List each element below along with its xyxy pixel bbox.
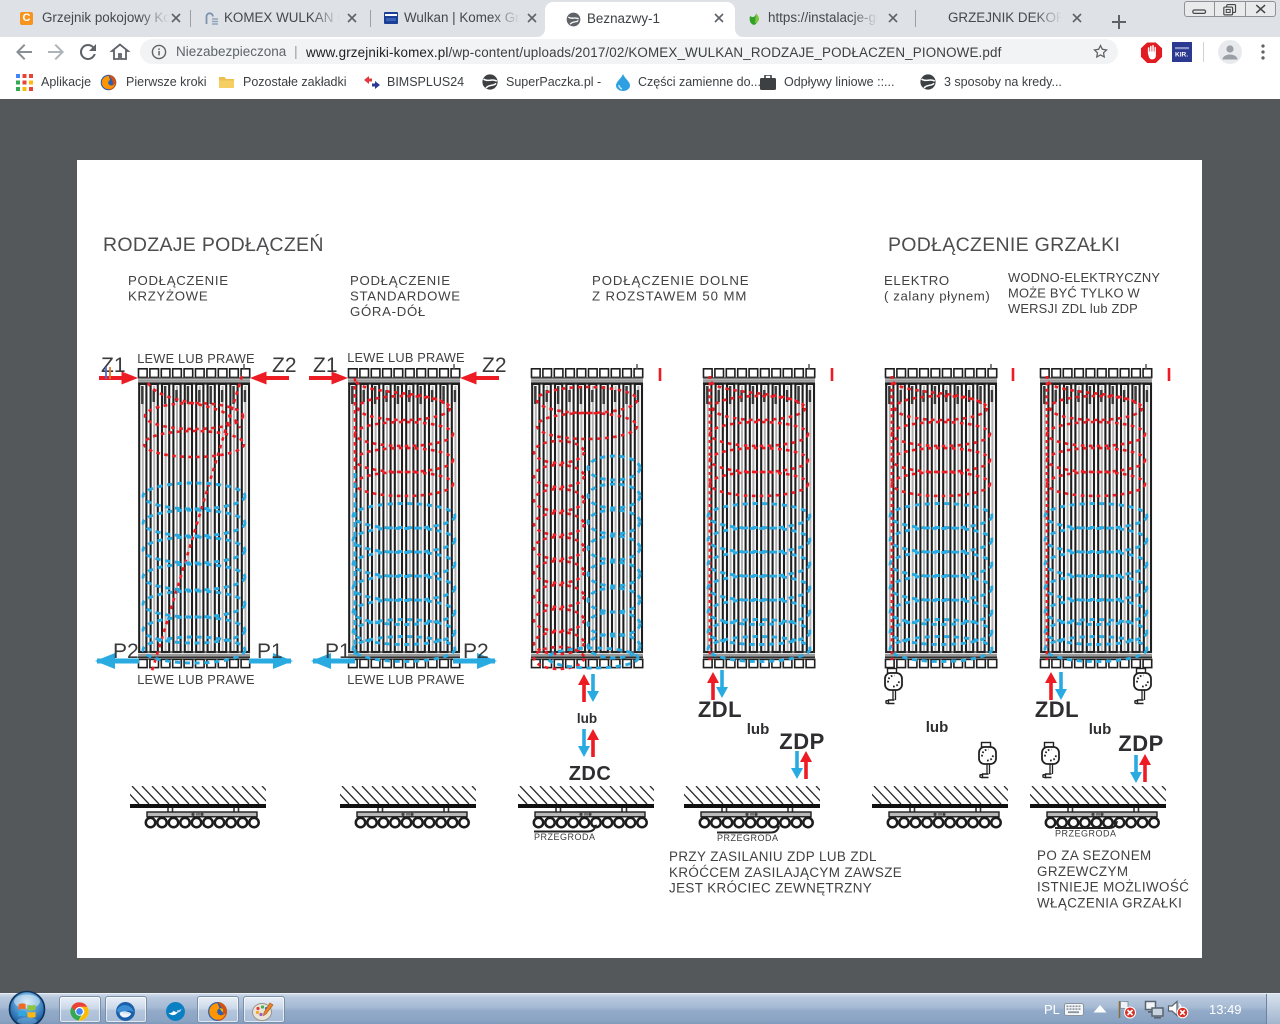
svg-text:P1: P1 <box>257 640 283 663</box>
svg-text:Z ROZSTAWEM 50 MM: Z ROZSTAWEM 50 MM <box>592 289 747 304</box>
svg-text:GÓRA-DÓŁ: GÓRA-DÓŁ <box>350 304 426 319</box>
svg-text:ISTNIEJE MOŻLIWOŚĆ: ISTNIEJE MOŻLIWOŚĆ <box>1037 880 1189 895</box>
svg-text:ZDC: ZDC <box>569 763 612 785</box>
svg-text:ZDP: ZDP <box>1118 731 1164 756</box>
svg-text:WŁĄCZENIA GRZAŁKI: WŁĄCZENIA GRZAŁKI <box>1037 895 1182 910</box>
svg-text:STANDARDOWE: STANDARDOWE <box>350 289 461 304</box>
svg-text:PODŁĄCZENIE: PODŁĄCZENIE <box>350 273 451 288</box>
svg-text:LEWE LUB PRAWE: LEWE LUB PRAWE <box>137 351 255 366</box>
svg-text:Z1: Z1 <box>101 354 126 377</box>
svg-text:ZDL: ZDL <box>698 697 742 722</box>
svg-text:lub: lub <box>747 721 770 738</box>
svg-text:ZDP: ZDP <box>779 729 825 754</box>
svg-text:Z2: Z2 <box>272 354 297 377</box>
svg-text:PRZEGRODA: PRZEGRODA <box>717 833 779 843</box>
svg-text:LEWE LUB PRAWE: LEWE LUB PRAWE <box>347 672 465 687</box>
svg-text:PODŁĄCZENIE: PODŁĄCZENIE <box>128 273 229 288</box>
svg-text:RODZAJE PODŁĄCZEŃ: RODZAJE PODŁĄCZEŃ <box>103 233 324 256</box>
svg-text:P2: P2 <box>113 640 139 663</box>
svg-text:P1: P1 <box>325 640 351 663</box>
svg-text:WODNO-ELEKTRYCZNY: WODNO-ELEKTRYCZNY <box>1008 270 1160 285</box>
svg-text:( zalany płynem): ( zalany płynem) <box>884 289 990 304</box>
svg-text:PODŁĄCZENIE DOLNE: PODŁĄCZENIE DOLNE <box>592 273 749 288</box>
svg-text:lub: lub <box>926 719 949 736</box>
svg-text:KIR.: KIR. <box>1175 52 1188 59</box>
svg-text:Z2: Z2 <box>482 354 507 377</box>
svg-text:ZDL: ZDL <box>1035 697 1079 722</box>
svg-text:PRZY ZASILANIU ZDP LUB ZDL: PRZY ZASILANIU ZDP LUB ZDL <box>669 849 877 864</box>
svg-text:KRÓĆCEM ZASILAJĄCYM ZAWSZE: KRÓĆCEM ZASILAJĄCYM ZAWSZE <box>669 865 902 880</box>
svg-text:lub: lub <box>577 711 597 726</box>
svg-text:PODŁĄCZENIE GRZAŁKI: PODŁĄCZENIE GRZAŁKI <box>888 234 1120 256</box>
svg-text:JEST KRÓCIEC ZEWNĘTRZNY: JEST KRÓCIEC ZEWNĘTRZNY <box>669 881 872 896</box>
svg-text:PO ZA SEZONEM: PO ZA SEZONEM <box>1037 848 1152 863</box>
svg-text:GRZEWCZYM: GRZEWCZYM <box>1037 864 1128 879</box>
svg-text:PRZEGRODA: PRZEGRODA <box>1055 829 1117 839</box>
svg-text:ELEKTRO: ELEKTRO <box>884 273 950 288</box>
svg-text:LEWE LUB PRAWE: LEWE LUB PRAWE <box>137 672 255 687</box>
svg-text:MOŻE BYĆ TYLKO W: MOŻE BYĆ TYLKO W <box>1008 286 1141 301</box>
svg-text:Z1: Z1 <box>313 354 338 377</box>
svg-text:lub: lub <box>1089 721 1112 738</box>
svg-text:PRZEGRODA: PRZEGRODA <box>534 832 596 842</box>
svg-text:LEWE LUB PRAWE: LEWE LUB PRAWE <box>347 350 465 365</box>
svg-text:KRZYŻOWE: KRZYŻOWE <box>128 289 208 304</box>
svg-text:P2: P2 <box>463 640 489 663</box>
svg-text:WERSJI ZDL lub ZDP: WERSJI ZDL lub ZDP <box>1008 301 1138 316</box>
